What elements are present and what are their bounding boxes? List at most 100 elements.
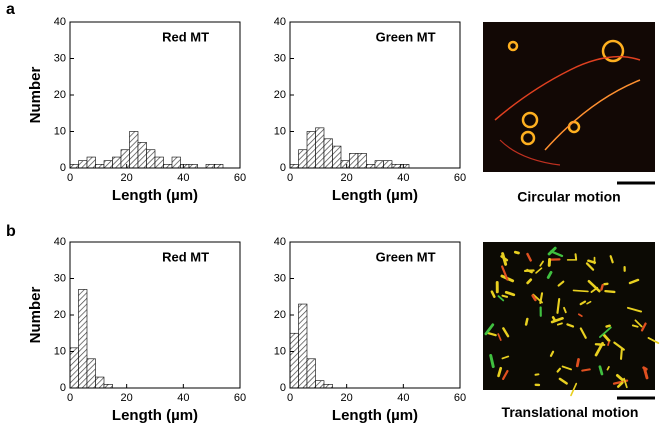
histogram-bar — [306, 131, 316, 169]
filament — [581, 368, 591, 372]
filament — [524, 317, 529, 326]
image-caption-box: Translational motion — [501, 404, 639, 420]
y-axis-label: Number — [27, 67, 44, 124]
filament — [590, 286, 599, 293]
filament — [550, 250, 564, 258]
y-tick-label: 30 — [274, 52, 286, 64]
filament — [526, 268, 533, 274]
filament — [513, 250, 520, 255]
filament — [615, 373, 624, 382]
image-caption: Circular motion — [517, 189, 620, 205]
y-tick-label: 40 — [54, 16, 66, 28]
histogram-bar — [306, 358, 316, 389]
histogram-bar — [95, 164, 105, 169]
chart-title: Red MT — [162, 249, 209, 264]
filament — [613, 341, 625, 351]
filament — [575, 358, 580, 368]
x-tick-label: 0 — [67, 172, 73, 184]
filament — [556, 297, 561, 314]
histogram-bar — [163, 164, 173, 169]
histogram-bar — [323, 138, 333, 169]
y-tick-label: 0 — [60, 162, 66, 174]
histogram-bar — [95, 376, 105, 389]
filament — [490, 290, 496, 298]
x-tick-label: 60 — [234, 392, 246, 404]
y-tick-label: 40 — [274, 236, 286, 248]
histogram-bar — [400, 164, 410, 169]
filament — [570, 382, 578, 397]
histogram-bar — [332, 145, 342, 169]
filament — [504, 290, 516, 297]
y-tick-label: 40 — [274, 16, 286, 28]
filament — [606, 366, 610, 371]
filament — [587, 279, 601, 293]
histogram-bar — [69, 164, 79, 169]
filament — [579, 327, 587, 339]
x-axis-label: Length (µm) — [332, 407, 418, 424]
x-tick-label: 0 — [287, 392, 293, 404]
filament — [501, 355, 510, 360]
x-tick-label: 60 — [234, 172, 246, 184]
x-tick-label: 0 — [287, 172, 293, 184]
histogram-bar — [69, 347, 79, 389]
histogram-bar — [78, 160, 88, 169]
filament — [628, 278, 640, 285]
filament — [623, 377, 628, 389]
x-tick-label: 60 — [454, 392, 466, 404]
histogram-bar — [214, 164, 224, 169]
x-tick-label: 40 — [397, 392, 409, 404]
filament — [526, 278, 533, 285]
histogram-bar — [112, 156, 122, 169]
x-tick-label: 40 — [177, 172, 189, 184]
histogram-bar — [137, 142, 147, 169]
plot-frame — [69, 21, 241, 169]
filament — [647, 337, 660, 344]
filament — [643, 367, 649, 380]
histogram-bar — [129, 131, 139, 169]
x-tick-label: 20 — [121, 172, 133, 184]
histogram-bar — [340, 160, 350, 169]
filament — [600, 283, 604, 291]
x-axis-label: Length (µm) — [112, 407, 198, 424]
y-tick-label: 0 — [280, 382, 286, 394]
filament — [558, 377, 568, 385]
x-tick-label: 40 — [397, 172, 409, 184]
image-caption: Translational motion — [501, 404, 639, 420]
y-tick-label: 20 — [54, 89, 66, 101]
filament — [484, 323, 495, 336]
filament — [539, 260, 544, 267]
chart-title: Green MT — [376, 29, 436, 44]
histogram-bar — [78, 289, 88, 389]
filament — [634, 319, 643, 328]
filament — [574, 253, 578, 261]
filament — [539, 292, 544, 305]
filament — [587, 259, 597, 264]
filament — [500, 255, 509, 262]
histogram-bar — [366, 164, 376, 169]
filament — [502, 327, 510, 338]
y-tick-label: 20 — [274, 89, 286, 101]
filament — [501, 294, 509, 298]
histogram-bar — [154, 156, 164, 169]
panel-label: a — [6, 1, 15, 18]
filament — [502, 369, 509, 381]
histogram-bar — [146, 149, 156, 169]
histogram-bar — [374, 160, 384, 169]
x-tick-label: 60 — [454, 172, 466, 184]
filament — [604, 289, 616, 294]
y-tick-label: 30 — [274, 272, 286, 284]
filament — [642, 366, 648, 371]
micrograph — [483, 22, 655, 172]
filament — [497, 295, 505, 302]
y-tick-label: 10 — [54, 345, 66, 357]
filament — [549, 350, 555, 357]
filament — [631, 324, 639, 328]
histogram-bar — [205, 164, 215, 169]
x-tick-label: 20 — [341, 392, 353, 404]
histogram-bar — [323, 384, 333, 389]
histogram-bar — [349, 153, 359, 169]
filament — [627, 306, 643, 313]
x-axis-label: Length (µm) — [332, 187, 418, 204]
filament — [602, 333, 611, 343]
